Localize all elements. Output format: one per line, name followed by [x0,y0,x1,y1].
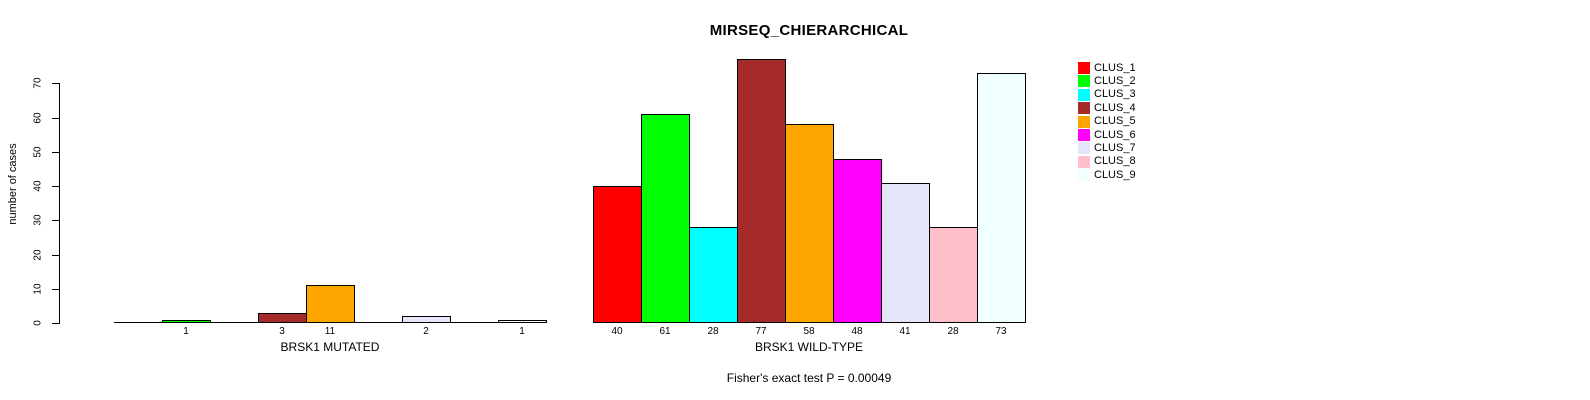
bar-value-label: 40 [611,326,623,337]
bar-value-label: 2 [423,326,429,337]
legend-label-clus_5: CLUS_5 [1094,115,1136,128]
bar-value-label: 11 [324,326,336,337]
bar-clus_4 [258,313,307,323]
bar-clus_1 [593,186,642,323]
bar-clus_9 [498,320,547,323]
y-axis-tick-label: 10 [32,283,44,295]
legend-label-clus_8: CLUS_8 [1094,155,1136,168]
bar-clus_2 [162,320,211,323]
bar-clus_7 [402,316,451,323]
bar-clus_4 [737,59,786,323]
y-axis-label: number of cases [7,143,19,225]
bar-clus_3 [689,227,738,323]
bar-value-label: 1 [183,326,189,337]
bar-clus_7 [881,183,930,323]
y-axis-tick-label: 30 [32,214,44,226]
bar-value-label: 77 [755,326,767,337]
bar-value-label: 1 [519,326,525,337]
bar-value-label: 61 [659,326,671,337]
bar-clus_9 [977,73,1026,323]
bar-value-label: 28 [707,326,719,337]
bar-value-label: 3 [279,326,285,337]
legend-label-clus_4: CLUS_4 [1094,101,1136,114]
legend-swatch-clus_6 [1078,129,1090,141]
y-axis-tick [52,186,59,187]
y-axis-tick [52,323,59,324]
legend-swatch-clus_4 [1078,102,1090,115]
legend-label-clus_7: CLUS_7 [1094,141,1136,154]
bar-clus_5 [785,124,834,323]
legend-swatch-clus_5 [1078,115,1090,128]
y-axis-tick-label: 60 [32,111,44,124]
group-label: BRSK1 WILD-TYPE [754,340,864,354]
bar-clus_5 [306,285,355,323]
bar-value-label: 41 [899,326,911,337]
y-axis-tick [52,151,59,153]
bar-clus_8 [929,227,978,323]
legend-label-clus_2: CLUS_2 [1094,74,1136,87]
bar-value-label: 48 [851,326,863,337]
legend-label-clus_3: CLUS_3 [1094,88,1136,101]
legend-swatch-clus_8 [1078,155,1090,168]
legend-label-clus_9: CLUS_9 [1094,168,1136,181]
y-axis-tick-label: 20 [32,248,44,261]
legend-swatch-clus_1 [1078,62,1090,74]
legend-label-clus_1: CLUS_1 [1094,61,1136,74]
y-axis-tick [52,288,59,290]
y-axis-line [59,83,60,324]
y-axis-tick [52,254,59,256]
fisher-test-annotation: Fisher's exact test P = 0.00049 [726,371,892,385]
y-axis-tick [52,83,59,85]
y-axis-tick [52,117,59,119]
y-axis-tick-label: 40 [32,180,44,192]
group-label: BRSK1 MUTATED [280,340,380,354]
legend-swatch-clus_2 [1078,75,1090,88]
y-axis-tick-label: 0 [32,320,44,326]
legend-swatch-clus_9 [1078,169,1090,182]
y-axis-tick-label: 50 [32,146,44,158]
bar-value-label: 58 [803,326,815,337]
bar-value-label: 28 [947,326,959,337]
legend-label-clus_6: CLUS_6 [1094,128,1136,141]
legend-swatch-clus_7 [1078,142,1090,155]
y-axis-tick-label: 70 [32,77,44,89]
chart-title: MIRSEQ_CHIERARCHICAL [709,22,909,39]
bar-clus_2 [641,114,690,323]
bar-clus_6 [833,159,882,323]
legend-swatch-clus_3 [1078,88,1090,101]
bar-value-label: 73 [995,326,1007,337]
y-axis-tick [52,220,59,222]
